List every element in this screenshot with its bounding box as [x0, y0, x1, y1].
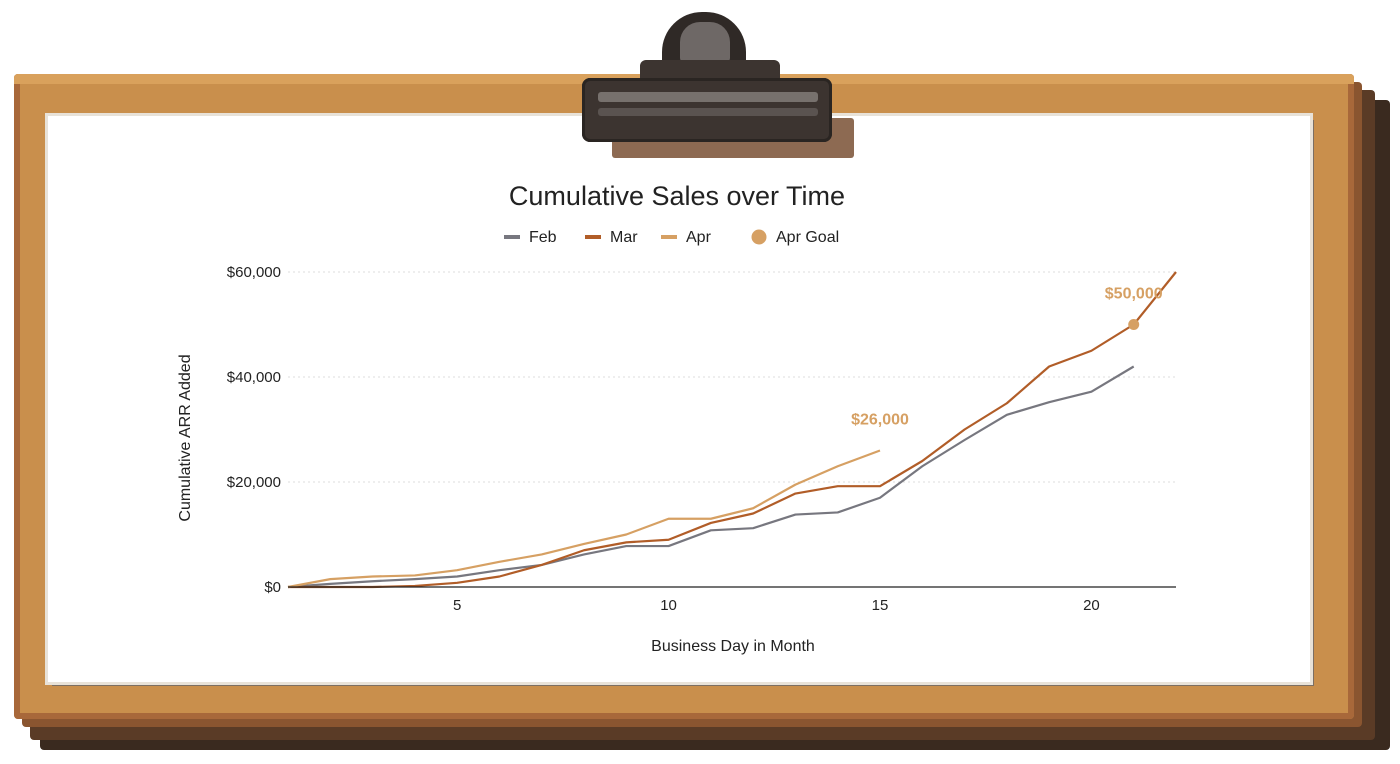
grid-lines	[288, 271, 1176, 483]
x-tick-label: 10	[660, 597, 677, 614]
chart-annotations: $26,000 $50,000	[851, 286, 1163, 429]
chart-title: Cumulative Sales over Time	[509, 181, 845, 211]
y-tick-label: $60,000	[227, 264, 281, 281]
clip-bar	[598, 92, 818, 102]
clip-bar	[598, 108, 818, 116]
series-line-feb	[287, 365, 1135, 589]
x-axis-label: Business Day in Month	[651, 638, 815, 655]
x-axis-ticks: 5 10 15 20	[453, 597, 1100, 614]
series-lines	[287, 271, 1177, 589]
legend-label: Feb	[529, 229, 557, 246]
y-tick-label: $0	[264, 579, 281, 596]
legend-label: Apr Goal	[776, 229, 839, 246]
x-tick-label: 15	[872, 597, 889, 614]
y-tick-label: $20,000	[227, 474, 281, 491]
legend-marker	[751, 229, 767, 245]
series-line-mar	[288, 271, 1177, 589]
legend-label: Apr	[686, 229, 712, 246]
y-axis-label: Cumulative ARR Added	[177, 354, 194, 521]
x-tick-label: 5	[453, 597, 461, 614]
y-axis-ticks: $0 $20,000 $40,000 $60,000	[227, 264, 281, 596]
y-tick-label: $40,000	[227, 369, 281, 386]
x-tick-label: 20	[1083, 597, 1100, 614]
series-point-apr-goal	[1128, 319, 1140, 330]
chart-legend: Feb Mar Apr Apr Goal	[504, 229, 839, 246]
chart-paper	[48, 116, 1310, 682]
series-line-apr	[287, 449, 881, 589]
clip-top-hole	[680, 22, 730, 62]
annotation-label: $50,000	[1105, 286, 1163, 303]
annotation-label: $26,000	[851, 412, 909, 429]
legend-label: Mar	[610, 229, 638, 246]
